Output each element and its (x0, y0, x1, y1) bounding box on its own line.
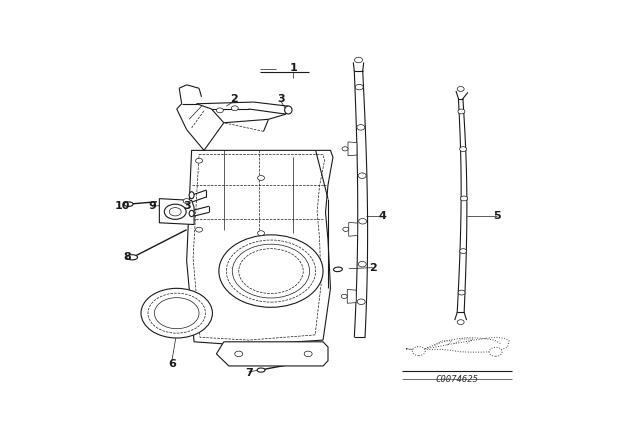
Ellipse shape (257, 368, 265, 372)
Circle shape (358, 262, 366, 267)
Polygon shape (348, 289, 356, 303)
Circle shape (196, 158, 202, 163)
Circle shape (231, 106, 238, 111)
Circle shape (304, 351, 312, 357)
Polygon shape (349, 222, 358, 236)
Text: 3: 3 (277, 94, 285, 103)
Ellipse shape (124, 202, 133, 207)
Text: 5: 5 (493, 211, 500, 221)
Circle shape (355, 57, 362, 63)
Circle shape (457, 86, 464, 91)
Ellipse shape (333, 267, 342, 271)
Ellipse shape (189, 211, 194, 216)
Circle shape (460, 146, 467, 151)
Circle shape (196, 227, 202, 232)
Circle shape (355, 84, 363, 90)
Text: C0074625: C0074625 (435, 375, 479, 384)
Text: 2: 2 (230, 94, 237, 103)
Circle shape (457, 320, 464, 324)
Circle shape (461, 196, 467, 201)
Circle shape (219, 235, 323, 307)
Text: 7: 7 (244, 368, 253, 378)
Circle shape (169, 207, 181, 216)
Polygon shape (216, 342, 328, 366)
Circle shape (458, 290, 465, 295)
Circle shape (148, 293, 205, 333)
Text: 3: 3 (183, 201, 191, 211)
Circle shape (164, 204, 186, 220)
Text: 4: 4 (379, 211, 387, 221)
Circle shape (183, 198, 190, 203)
Ellipse shape (189, 192, 194, 198)
Text: 1: 1 (289, 63, 297, 73)
Circle shape (341, 294, 348, 298)
Circle shape (141, 289, 212, 338)
Circle shape (357, 125, 365, 130)
Circle shape (458, 109, 465, 114)
Text: 8: 8 (124, 252, 131, 262)
Circle shape (357, 299, 365, 305)
Circle shape (489, 347, 502, 356)
Circle shape (358, 219, 367, 224)
Circle shape (257, 176, 264, 181)
Polygon shape (348, 142, 357, 156)
Text: 10: 10 (115, 201, 130, 211)
Circle shape (257, 231, 264, 236)
Text: 9: 9 (148, 201, 156, 211)
Polygon shape (159, 198, 194, 224)
Circle shape (232, 244, 310, 298)
Text: 2: 2 (369, 263, 376, 273)
Text: 6: 6 (168, 359, 176, 369)
Circle shape (412, 347, 425, 356)
Circle shape (460, 249, 467, 254)
Circle shape (216, 108, 223, 113)
Circle shape (358, 173, 366, 178)
Polygon shape (187, 151, 333, 345)
Ellipse shape (285, 106, 292, 114)
Circle shape (343, 227, 349, 231)
Circle shape (235, 351, 243, 357)
Circle shape (342, 147, 348, 151)
Ellipse shape (127, 255, 138, 260)
